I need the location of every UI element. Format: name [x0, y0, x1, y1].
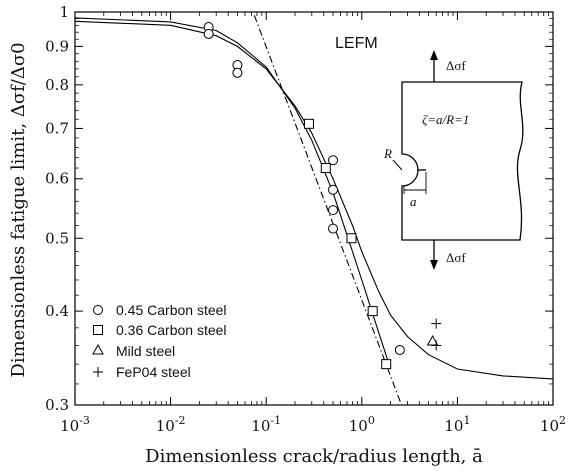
- point-plus: [431, 318, 442, 329]
- x-tick-label: 10-2: [156, 414, 186, 435]
- y-tick-label: 0.4: [45, 302, 69, 320]
- legend-label-045-carbon: 0.45 Carbon steel: [116, 302, 227, 318]
- y-tick-label: 0.9: [45, 37, 69, 55]
- top-stress-label: Δσf: [446, 58, 466, 73]
- point-square: [303, 118, 314, 129]
- data-points: [203, 22, 442, 370]
- lefm-annotation: LEFM: [335, 35, 378, 52]
- point-circle: [328, 223, 339, 234]
- point-circle: [328, 205, 339, 216]
- top-arrowhead-icon: [430, 50, 438, 60]
- y-tick-label: 0.5: [45, 229, 69, 247]
- legend-item-045-carbon: 0.45 Carbon steel: [93, 302, 227, 318]
- y-tick-label: 1: [59, 3, 69, 21]
- tick-labels: 10-3 10-2 10-1 100 101 102 0.3 0.4 0.5 0.6 0.7 0.8 0…: [45, 3, 566, 435]
- specimen-outline: [401, 81, 524, 241]
- x-tick-label: 101: [444, 414, 470, 435]
- bottom-arrowhead-icon: [430, 260, 438, 270]
- legend-label-036-carbon: 0.36 Carbon steel: [116, 322, 227, 338]
- legend-label-mild-steel: Mild steel: [116, 343, 175, 359]
- y-tick-label: 0.6: [45, 170, 69, 188]
- x-tick-label: 10-1: [251, 414, 281, 435]
- point-circle: [203, 28, 214, 39]
- legend-item-fep04: FeP04 steel: [93, 364, 191, 380]
- x-axis-label: Dimensionless crack/radius length, ā: [145, 446, 483, 467]
- ratio-label: ζ=a/R=1: [422, 112, 469, 127]
- model-curve-1: [74, 20, 554, 380]
- point-square: [346, 233, 357, 244]
- x-tick-label: 102: [540, 414, 566, 435]
- axis-ticks: [74, 11, 554, 406]
- y-tick-label: 0.7: [45, 119, 69, 137]
- legend-item-036-carbon: 0.36 Carbon steel: [93, 322, 227, 338]
- legend-item-mild-steel: Mild steel: [92, 343, 175, 359]
- point-square: [381, 359, 392, 370]
- crack-length-label: a: [410, 194, 417, 209]
- point-triangle: [426, 334, 439, 346]
- x-tick-label: 100: [349, 414, 375, 435]
- plot-frame: [74, 11, 554, 406]
- point-square: [367, 306, 378, 317]
- legend-triangle-marker: [92, 343, 104, 355]
- point-circle: [328, 184, 339, 195]
- y-tick-label: 0.3: [45, 396, 69, 414]
- y-axis-label: Dimensionless fatigue limit, Δσf/Δσ0: [8, 42, 29, 377]
- x-tick-label: 10-3: [60, 414, 90, 435]
- point-circle: [328, 155, 339, 166]
- point-circle: [394, 345, 405, 356]
- lefm-asymptote-line: [253, 15, 403, 406]
- legend-label-fep04: FeP04 steel: [116, 364, 191, 380]
- bottom-stress-label: Δσf: [446, 250, 466, 265]
- legend: 0.45 Carbon steel 0.36 Carbon steel Mild…: [92, 302, 227, 380]
- point-circle: [232, 67, 243, 78]
- legend-circle-marker: [93, 305, 103, 315]
- y-tick-label: 0.8: [45, 76, 69, 94]
- legend-square-marker: [93, 325, 103, 335]
- point-square: [320, 163, 331, 174]
- specimen-inset: Δσf Δσf ζ=a/R=1 R a: [383, 50, 524, 270]
- point-plus: [431, 340, 442, 351]
- radius-label: R: [383, 146, 392, 161]
- radius-indicator: [392, 159, 403, 171]
